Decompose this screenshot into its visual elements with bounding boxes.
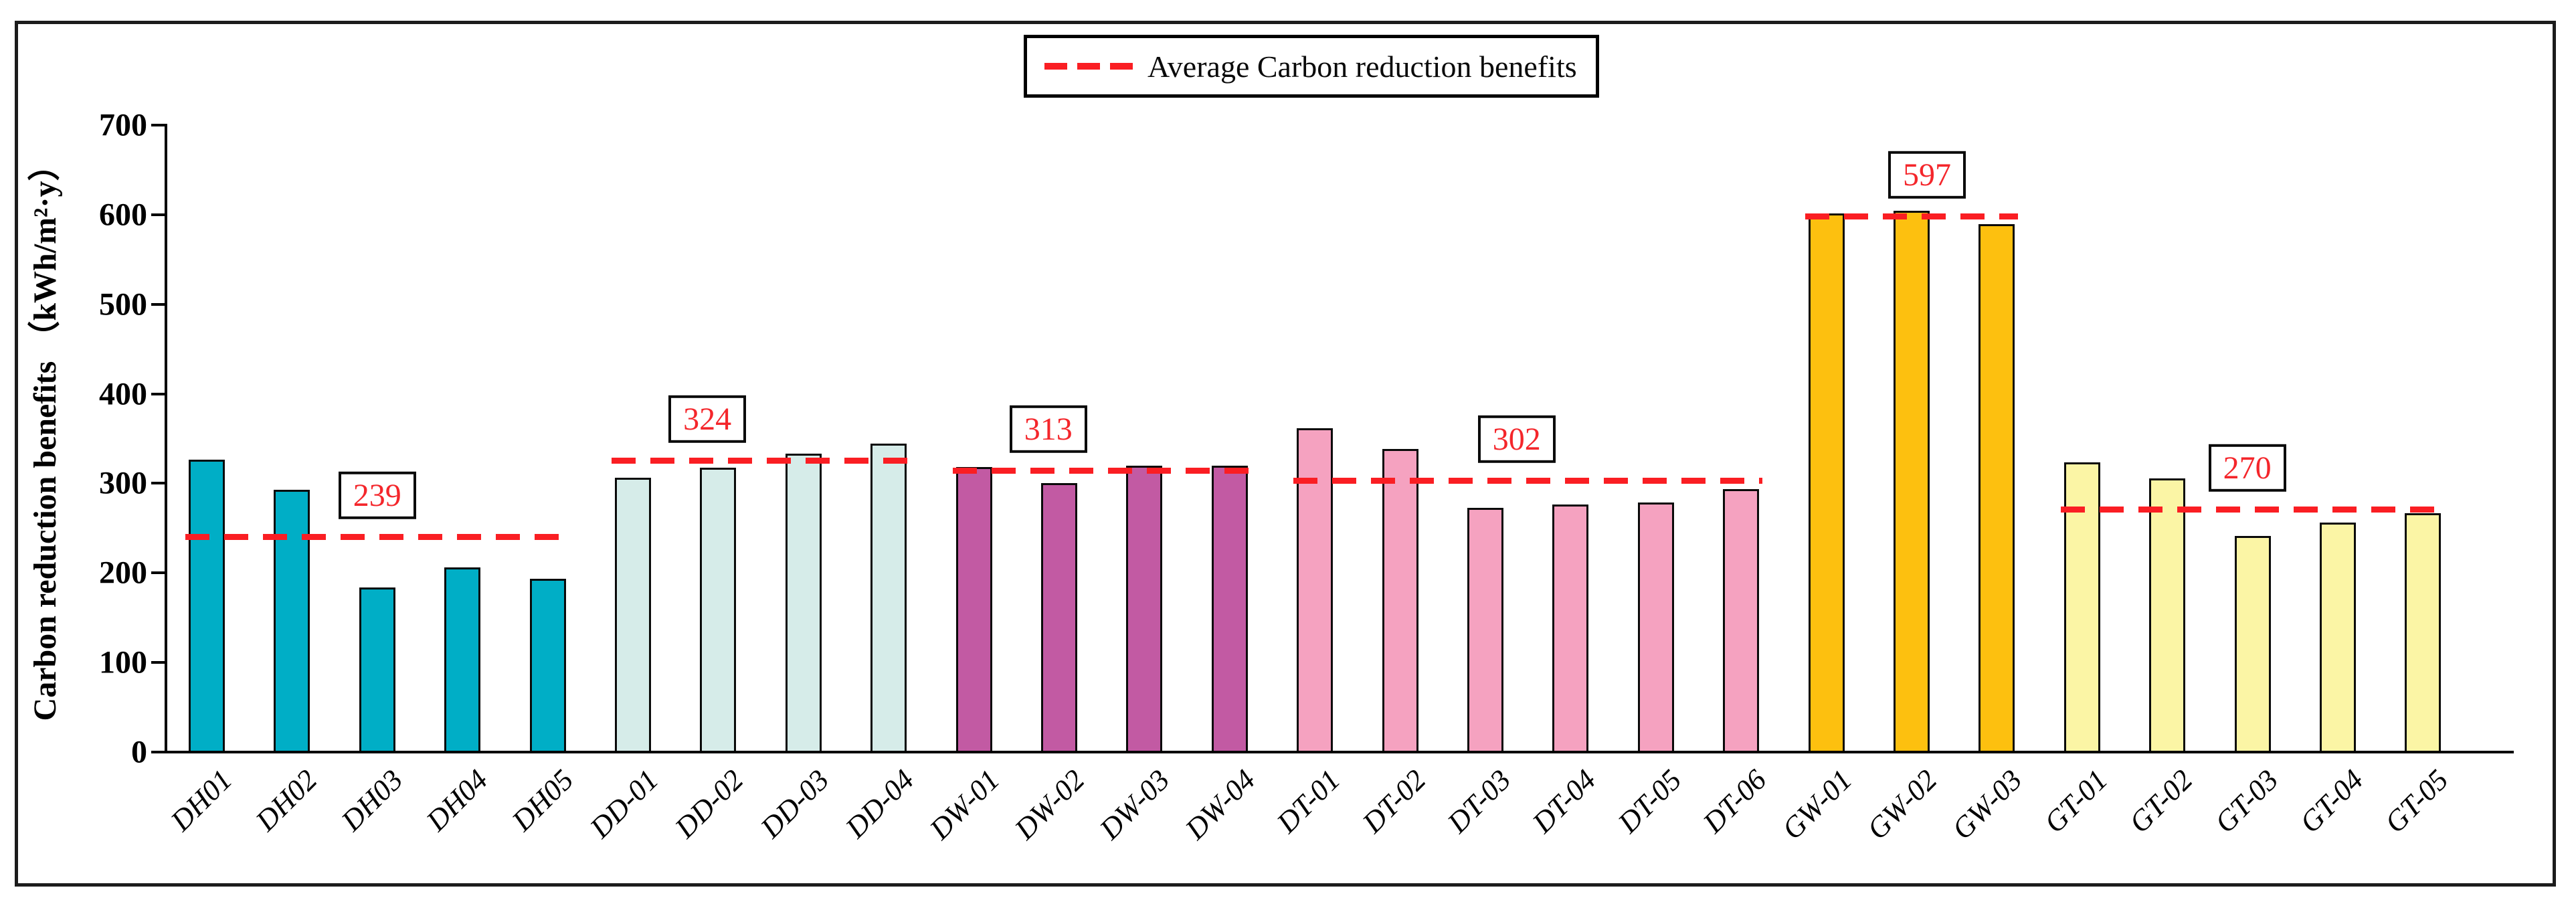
y-tick-0 [151, 751, 165, 753]
y-tick-500 [151, 302, 165, 306]
y-tick-label-100: 100 [99, 644, 147, 680]
bar-DT-04 [1552, 504, 1589, 751]
y-tick-300 [151, 482, 165, 485]
y-tick-label-200: 200 [99, 555, 147, 591]
bar-DT-01 [1297, 428, 1333, 751]
bar-DW-04 [1211, 466, 1248, 751]
figure-border [15, 21, 2556, 887]
bar-GT-02 [2149, 478, 2186, 751]
average-label-GW: 597 [1888, 151, 1966, 199]
bar-DD-03 [785, 453, 822, 751]
y-tick-100 [151, 661, 165, 664]
average-label-DD: 324 [668, 395, 747, 444]
average-label-DW: 313 [1009, 405, 1087, 454]
bar-GT-03 [2234, 535, 2271, 751]
average-label-DT: 302 [1477, 415, 1556, 463]
bar-DD-02 [700, 468, 737, 751]
bar-DH03 [359, 587, 395, 751]
bar-DD-04 [870, 443, 907, 751]
average-line-DD [612, 458, 911, 464]
bar-DW-03 [1126, 466, 1163, 751]
average-line-DW [952, 468, 1251, 474]
average-line-DT [1293, 477, 1763, 484]
x-axis-line [165, 751, 2514, 753]
y-tick-label-400: 400 [99, 376, 147, 412]
y-axis-title: Carbon reduction benefits （kWh/m²·y） [27, 149, 63, 721]
bar-GW-03 [1979, 223, 2015, 751]
legend-dashed-line-sample [1044, 63, 1133, 70]
bar-GT-05 [2405, 513, 2442, 751]
bar-DH02 [274, 490, 310, 751]
bar-DW-02 [1041, 482, 1077, 751]
average-line-GW [1805, 213, 2019, 219]
y-tick-label-500: 500 [99, 286, 147, 323]
y-axis-line [165, 124, 167, 753]
y-tick-700 [151, 124, 165, 126]
y-tick-label-0: 0 [131, 734, 147, 770]
bar-GW-01 [1808, 213, 1845, 751]
y-tick-label-300: 300 [99, 465, 147, 501]
legend-label: Average Carbon reduction benefits [1147, 49, 1577, 84]
average-label-DH: 239 [338, 471, 416, 520]
y-tick-label-700: 700 [99, 107, 147, 143]
average-line-DH [185, 534, 569, 541]
legend: Average Carbon reduction benefits [1024, 35, 1599, 98]
average-line-GT [2060, 506, 2445, 513]
bar-DT-02 [1382, 448, 1418, 751]
bar-DH04 [444, 567, 481, 751]
bar-DT-06 [1723, 489, 1760, 751]
bar-GW-02 [1894, 210, 1930, 751]
y-tick-400 [151, 392, 165, 395]
bar-DT-05 [1637, 502, 1674, 751]
bar-GT-04 [2320, 522, 2356, 751]
y-tick-label-600: 600 [99, 197, 147, 233]
bar-DD-01 [615, 477, 651, 751]
bar-DW-01 [955, 466, 992, 751]
y-tick-200 [151, 571, 165, 575]
average-label-GT: 270 [2208, 444, 2286, 492]
bar-DT-03 [1467, 508, 1503, 751]
bar-DH05 [529, 578, 566, 751]
bar-DH01 [189, 459, 225, 751]
y-tick-600 [151, 213, 165, 216]
